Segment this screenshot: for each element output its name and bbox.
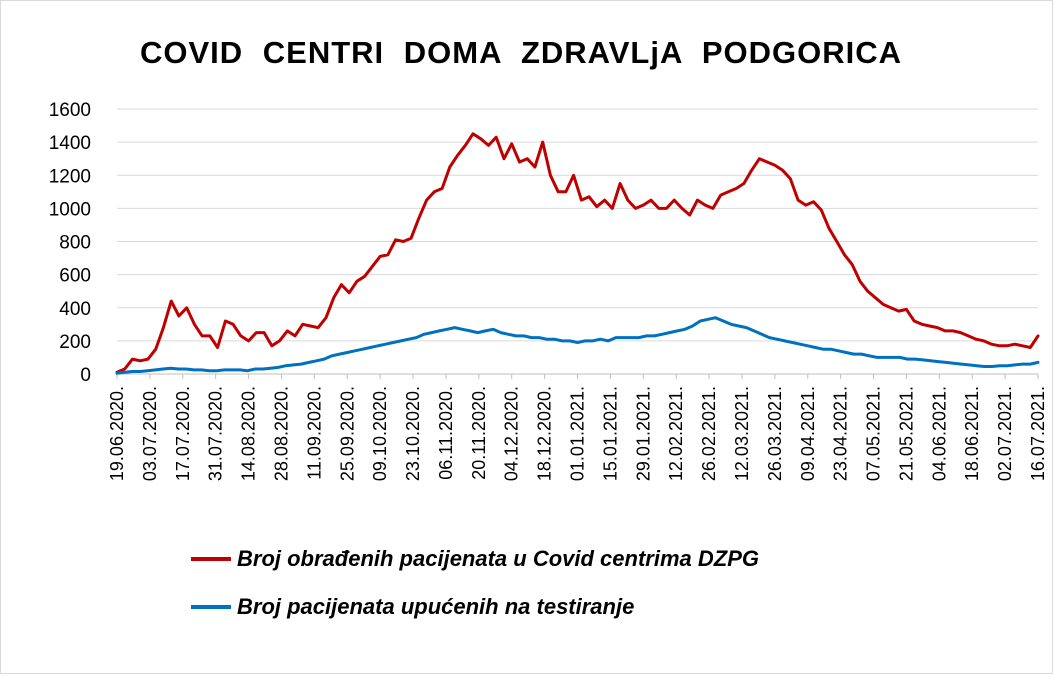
- x-tick-label: 11.09.2020.: [304, 386, 324, 480]
- x-tick-label: 18.12.2020.: [535, 386, 555, 481]
- x-tick-label: 12.03.2021.: [732, 386, 752, 481]
- x-tick-label: 04.12.2020.: [502, 386, 522, 481]
- y-tick-label: 1400: [49, 133, 91, 154]
- y-tick-label: 1200: [49, 166, 91, 187]
- x-tick-label: 28.08.2020.: [271, 386, 291, 481]
- legend-swatch-referred: [191, 605, 231, 609]
- x-tick-label: 04.06.2021.: [929, 386, 949, 481]
- x-tick-label: 02.07.2021.: [995, 386, 1015, 481]
- x-tick-label: 12.02.2021.: [666, 386, 686, 481]
- series-line-0: [115, 132, 1040, 374]
- y-tick-label: 1600: [49, 100, 91, 121]
- legend-label-processed: Broj obrađenih pacijenata u Covid centri…: [237, 546, 759, 571]
- legend-item-referred: Broj pacijenata upućenih na testiranje: [191, 587, 634, 627]
- x-tick-label: 26.02.2021.: [699, 386, 719, 481]
- chart-title: COVID CENTRI DOMA ZDRAVLjA PODGORICA: [139, 35, 902, 70]
- legend-swatch-processed: [191, 557, 231, 561]
- x-tick-label: 03.07.2020.: [140, 386, 160, 481]
- series-line-1: [115, 316, 1040, 375]
- x-tick-label: 25.09.2020.: [337, 386, 357, 481]
- x-tick-label: 16.07.2021.: [1028, 386, 1048, 481]
- x-tick-label: 20.11.2020.: [469, 386, 489, 480]
- x-tick-label: 23.10.2020.: [403, 386, 423, 481]
- legend-label-referred: Broj pacijenata upućenih na testiranje: [237, 594, 635, 619]
- x-tick-label: 31.07.2020.: [206, 386, 226, 481]
- y-tick-label: 1000: [49, 199, 91, 220]
- y-tick-label: 0: [80, 365, 91, 386]
- x-tick-label: 19.06.2020.: [107, 386, 127, 481]
- x-tick-label: 18.06.2021.: [962, 386, 982, 481]
- y-tick-label: 400: [59, 299, 91, 320]
- y-tick-label: 200: [59, 332, 91, 353]
- y-tick-label: 800: [59, 233, 91, 254]
- x-tick-label: 29.01.2021.: [633, 386, 653, 481]
- x-tick-label: 09.10.2020.: [370, 386, 390, 481]
- x-tick-label: 23.04.2021.: [831, 386, 851, 481]
- x-tick-label: 09.04.2021.: [798, 386, 818, 481]
- x-tick-label: 07.05.2021.: [864, 386, 884, 481]
- x-tick-label: 26.03.2021.: [765, 386, 785, 481]
- x-tick-label: 06.11.2020.: [436, 386, 456, 480]
- x-tick-label: 01.01.2021.: [568, 386, 588, 481]
- x-tick-label: 21.05.2021.: [896, 386, 916, 481]
- x-tick-label: 14.08.2020.: [239, 386, 259, 481]
- x-tick-label: 17.07.2020.: [173, 386, 193, 481]
- y-tick-label: 600: [59, 266, 91, 287]
- x-tick-label: 15.01.2021.: [600, 386, 620, 481]
- legend-item-processed: Broj obrađenih pacijenata u Covid centri…: [191, 539, 759, 579]
